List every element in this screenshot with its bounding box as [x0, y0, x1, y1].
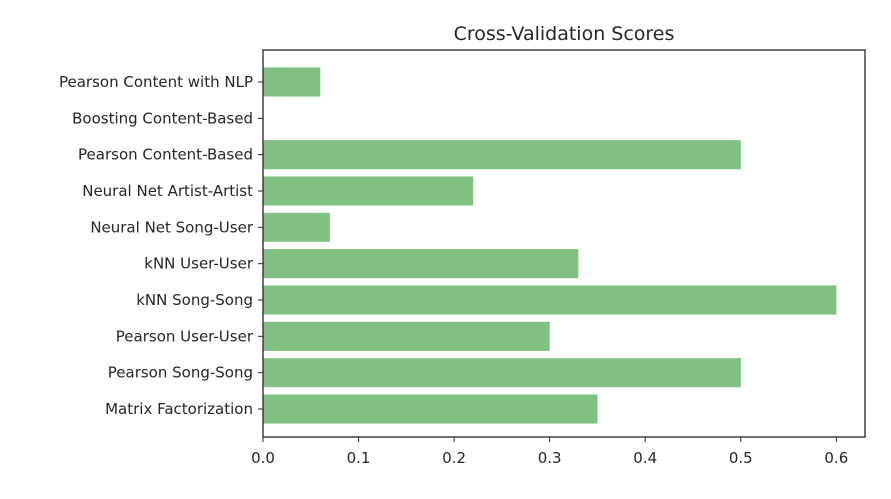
y-tick-label: Neural Net Artist-Artist [82, 182, 253, 200]
y-tick-label: Pearson Content-Based [78, 146, 253, 164]
bar [263, 249, 579, 279]
x-tick-label: 0.6 [824, 449, 848, 467]
bar [263, 358, 741, 388]
x-tick-label: 0.4 [633, 449, 657, 467]
bar [263, 394, 598, 424]
bar [263, 212, 330, 242]
x-tick-label: 0.1 [347, 449, 371, 467]
bar [263, 285, 837, 315]
y-tick-label: kNN Song-Song [136, 291, 253, 309]
y-tick-label: Pearson User-User [116, 327, 254, 345]
bar [263, 67, 321, 97]
x-axis: 0.0 0.1 0.2 0.3 0.4 0.5 0.6 [251, 437, 848, 467]
y-tick-label: kNN User-User [144, 255, 254, 273]
x-tick-label: 0.2 [442, 449, 466, 467]
x-tick-label: 0.3 [538, 449, 562, 467]
plot-frame [262, 49, 866, 438]
bar [263, 140, 741, 170]
x-tick-label: 0.0 [251, 449, 275, 467]
x-tick-label: 0.5 [729, 449, 753, 467]
y-tick-label: Neural Net Song-User [90, 218, 254, 236]
y-tick-label: Pearson Song-Song [108, 364, 253, 382]
bars-group [263, 67, 837, 424]
chart-title: Cross-Validation Scores [454, 23, 675, 45]
bar [263, 321, 550, 351]
y-tick-label: Matrix Factorization [105, 400, 253, 418]
y-tick-label: Boosting Content-Based [72, 109, 253, 127]
bar [263, 176, 474, 206]
y-axis: Pearson Content with NLP Boosting Content… [59, 73, 263, 418]
y-tick-label: Pearson Content with NLP [59, 73, 253, 91]
